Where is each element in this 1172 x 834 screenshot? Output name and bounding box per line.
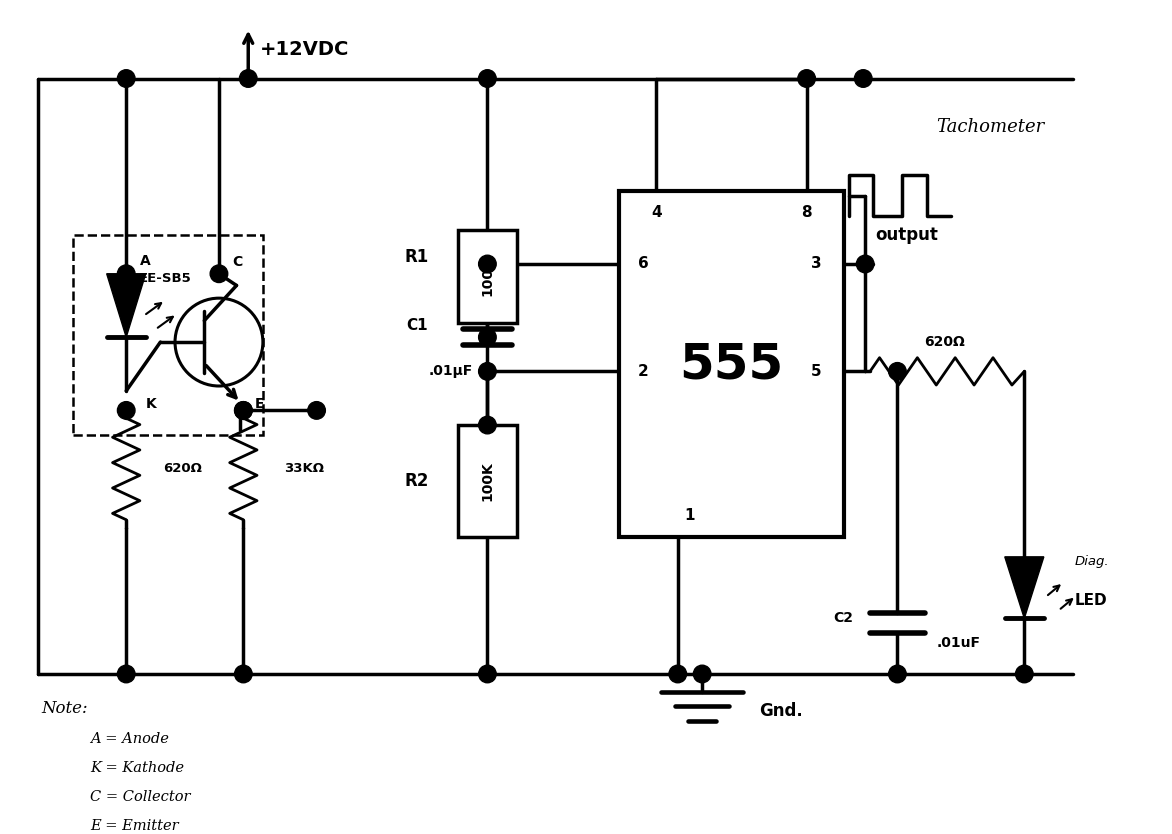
Text: K: K [145, 397, 157, 410]
Text: 4: 4 [650, 204, 662, 219]
Text: E = Emitter: E = Emitter [90, 820, 178, 833]
Circle shape [234, 402, 252, 420]
Circle shape [117, 402, 135, 420]
Circle shape [478, 70, 496, 88]
Text: R1: R1 [406, 248, 429, 266]
Text: 1: 1 [684, 509, 695, 524]
Circle shape [239, 70, 257, 88]
Text: A: A [139, 254, 151, 268]
Text: 33KΩ: 33KΩ [285, 463, 325, 475]
FancyBboxPatch shape [458, 230, 517, 323]
Text: EE-SB5: EE-SB5 [139, 272, 192, 285]
Text: Gnd.: Gnd. [758, 702, 803, 720]
Circle shape [854, 70, 872, 88]
Circle shape [694, 666, 711, 683]
Circle shape [888, 363, 906, 380]
Text: Note:: Note: [41, 701, 88, 717]
Text: 6: 6 [639, 257, 649, 272]
Text: C1: C1 [407, 318, 428, 333]
Text: output: output [875, 226, 939, 244]
Text: +12VDC: +12VDC [260, 40, 349, 58]
Circle shape [117, 666, 135, 683]
Circle shape [234, 666, 252, 683]
Text: C = Collector: C = Collector [90, 790, 191, 804]
Text: 555: 555 [680, 340, 784, 388]
Circle shape [117, 265, 135, 283]
Circle shape [857, 255, 874, 273]
Circle shape [210, 265, 227, 283]
Circle shape [798, 70, 816, 88]
Text: 100K: 100K [481, 461, 495, 501]
Text: A = Anode: A = Anode [90, 731, 169, 746]
Polygon shape [107, 274, 145, 337]
Circle shape [478, 329, 496, 346]
Text: Diag.: Diag. [1075, 555, 1110, 568]
Circle shape [888, 666, 906, 683]
Text: .01uF: .01uF [936, 636, 981, 650]
Text: 2: 2 [639, 364, 649, 379]
Text: 8: 8 [802, 204, 812, 219]
Text: .01μF: .01μF [429, 364, 472, 379]
Text: R2: R2 [406, 472, 429, 490]
Circle shape [478, 416, 496, 434]
Polygon shape [1004, 557, 1044, 618]
Circle shape [234, 402, 252, 420]
FancyBboxPatch shape [458, 425, 517, 537]
FancyBboxPatch shape [619, 191, 844, 537]
Circle shape [478, 666, 496, 683]
Circle shape [117, 70, 135, 88]
Text: C2: C2 [833, 611, 853, 626]
Circle shape [478, 255, 496, 273]
Text: E: E [255, 397, 265, 410]
Circle shape [478, 363, 496, 380]
Text: 5: 5 [811, 364, 822, 379]
Circle shape [669, 666, 687, 683]
Text: Tachometer: Tachometer [936, 118, 1044, 136]
Text: C: C [232, 255, 243, 269]
Circle shape [308, 402, 326, 420]
Text: 620Ω: 620Ω [163, 463, 203, 475]
Text: LED: LED [1075, 593, 1108, 608]
Text: 3: 3 [811, 257, 822, 272]
Text: 100K: 100K [481, 256, 495, 296]
Circle shape [1015, 666, 1033, 683]
Text: K = Kathode: K = Kathode [90, 761, 184, 775]
Text: 620Ω: 620Ω [925, 335, 965, 349]
